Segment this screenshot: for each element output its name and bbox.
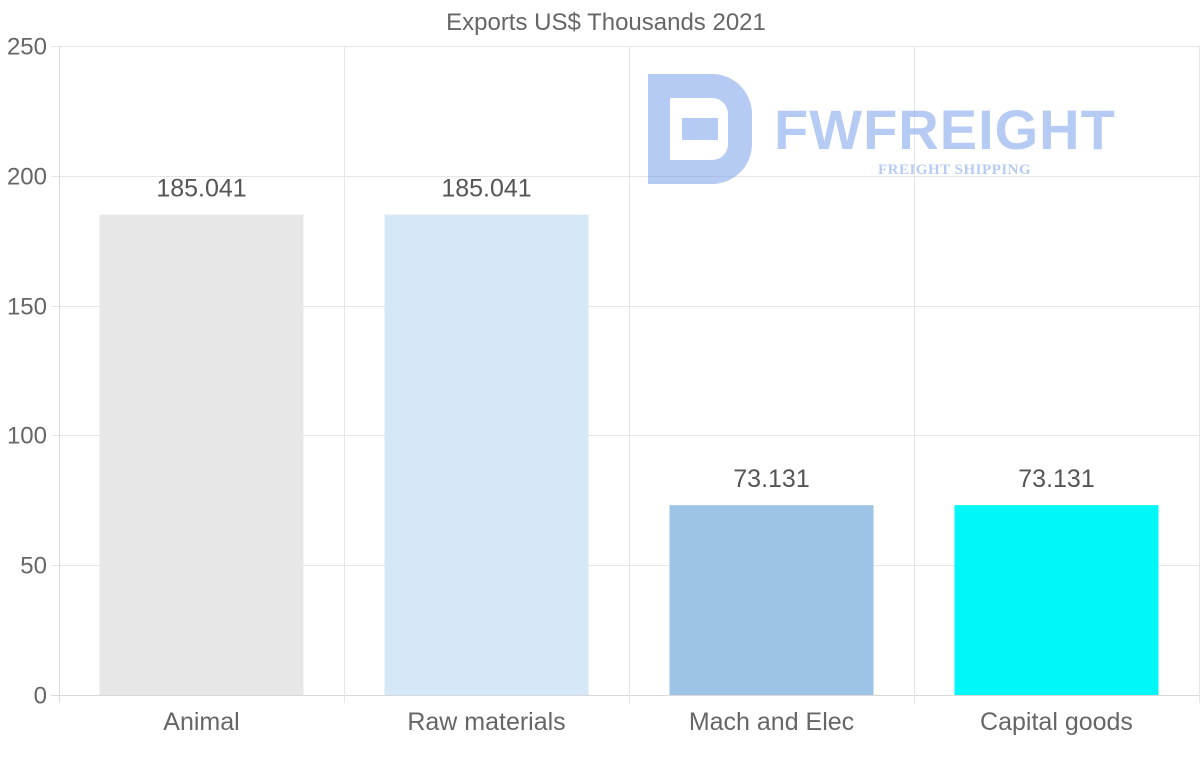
fwfreight-logo-icon [648, 74, 752, 184]
bar[interactable] [384, 214, 589, 696]
y-tick-label: 0 [34, 683, 47, 710]
y-tick-label: 200 [7, 164, 47, 191]
data-label: 73.131 [1018, 465, 1094, 493]
y-tick-label: 150 [7, 294, 47, 321]
fwfreight-watermark: FWFREIGHT FREIGHT SHIPPING [648, 74, 1116, 184]
bar[interactable] [954, 505, 1159, 695]
data-label: 73.131 [733, 465, 809, 493]
x-tick-label: Mach and Elec [689, 708, 854, 736]
bar[interactable] [99, 214, 304, 696]
axis-layer: 0 50 100 150 200 250 Animal Raw materials Mach a… [7, 34, 1133, 737]
y-tick-label: 250 [7, 34, 47, 61]
y-tick-label: 100 [7, 423, 47, 450]
watermark-brand-text: FWFREIGHT [774, 98, 1116, 161]
bars-layer: 185.041 185.041 73.131 73.131 [99, 175, 1159, 696]
bar[interactable] [669, 505, 874, 695]
y-tick-label: 50 [20, 553, 47, 580]
data-label: 185.041 [156, 175, 246, 203]
data-label: 185.041 [441, 175, 531, 203]
x-tick-label: Animal [163, 708, 239, 736]
chart-title: Exports US$ Thousands 2021 [446, 9, 766, 36]
watermark-tagline-text: FREIGHT SHIPPING [878, 162, 1031, 178]
x-tick-label: Capital goods [980, 708, 1133, 736]
x-tick-label: Raw materials [407, 708, 565, 736]
